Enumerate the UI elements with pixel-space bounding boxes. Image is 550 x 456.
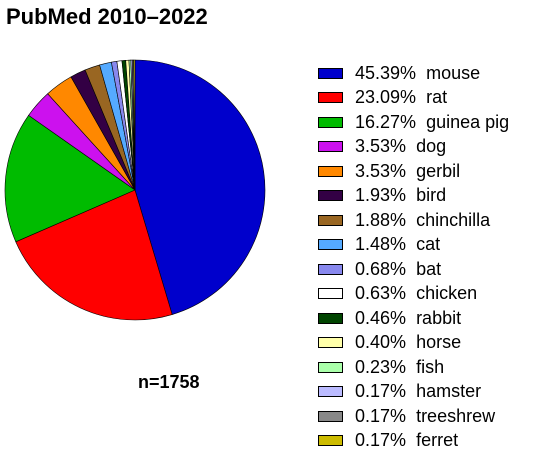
legend-item-ferret: 0.17% ferret	[318, 429, 509, 454]
chart-title: PubMed 2010–2022	[6, 4, 208, 29]
legend-item-fish: 0.23% fish	[318, 355, 509, 380]
legend-swatch	[318, 116, 343, 128]
legend-swatch	[318, 410, 343, 422]
legend-label: rat	[426, 87, 448, 108]
legend-item-hamster: 0.17% hamster	[318, 380, 509, 405]
legend-percent: 0.23%	[355, 356, 407, 377]
legend-swatch	[318, 141, 343, 153]
legend-label: chicken	[416, 283, 478, 304]
legend-swatch	[318, 190, 343, 202]
legend-swatch	[318, 239, 343, 251]
legend-item-chinchilla: 1.88% chinchilla	[318, 208, 509, 233]
legend-label: gerbil	[416, 160, 461, 181]
legend-swatch	[318, 263, 343, 275]
legend-percent: 45.39%	[355, 62, 417, 83]
legend-swatch	[318, 67, 343, 79]
legend-swatch	[318, 214, 343, 226]
pie-slice-ferret	[133, 59, 136, 191]
legend-label: hamster	[416, 381, 482, 402]
legend-percent: 0.63%	[355, 283, 407, 304]
legend-item-horse: 0.40% horse	[318, 331, 509, 356]
legend-item-bird: 1.93% bird	[318, 184, 509, 209]
legend-percent: 0.68%	[355, 258, 407, 279]
legend-label: bat	[416, 258, 442, 279]
legend-label: rabbit	[416, 307, 462, 328]
legend-item-guinea-pig: 16.27% guinea pig	[318, 110, 509, 135]
sample-size-annotation: n=1758	[138, 372, 200, 392]
legend-label: ferret	[416, 430, 459, 451]
legend-swatch	[318, 361, 343, 373]
pie-slice-mouse	[134, 59, 266, 315]
pie-chart	[4, 59, 266, 321]
legend-percent: 23.09%	[355, 87, 417, 108]
legend-item-gerbil: 3.53% gerbil	[318, 159, 509, 184]
legend-item-rabbit: 0.46% rabbit	[318, 306, 509, 331]
legend-swatch	[318, 165, 343, 177]
legend-percent: 3.53%	[355, 160, 407, 181]
legend-percent: 3.53%	[355, 136, 407, 157]
legend-swatch	[318, 312, 343, 324]
legend-label: fish	[416, 356, 445, 377]
legend-swatch	[318, 288, 343, 300]
legend-percent: 1.88%	[355, 209, 407, 230]
legend-item-chicken: 0.63% chicken	[318, 282, 509, 307]
legend-percent: 0.17%	[355, 405, 407, 426]
legend-percent: 1.93%	[355, 185, 407, 206]
legend: 45.39% mouse 23.09% rat 16.27% guinea pig 3…	[318, 61, 509, 453]
legend-percent: 0.17%	[355, 430, 407, 451]
legend-item-treeshrew: 0.17% treeshrew	[318, 404, 509, 429]
legend-swatch	[318, 435, 343, 447]
legend-swatch	[318, 337, 343, 349]
legend-item-rat: 23.09% rat	[318, 86, 509, 111]
legend-swatch	[318, 386, 343, 398]
legend-item-cat: 1.48% cat	[318, 233, 509, 258]
legend-label: cat	[416, 234, 441, 255]
pie-slices	[4, 59, 266, 321]
legend-percent: 0.40%	[355, 332, 407, 353]
legend-percent: 1.48%	[355, 234, 407, 255]
legend-label: guinea pig	[426, 111, 510, 132]
legend-label: dog	[416, 136, 447, 157]
legend-percent: 16.27%	[355, 111, 417, 132]
legend-label: chinchilla	[416, 209, 491, 230]
legend-item-dog: 3.53% dog	[318, 135, 509, 160]
legend-label: treeshrew	[416, 405, 496, 426]
legend-item-bat: 0.68% bat	[318, 257, 509, 282]
legend-percent: 0.46%	[355, 307, 407, 328]
legend-label: horse	[416, 332, 462, 353]
legend-percent: 0.17%	[355, 381, 407, 402]
pie-slice-rat	[15, 189, 173, 321]
legend-swatch	[318, 92, 343, 104]
pie-slice-guinea-pig	[4, 114, 136, 243]
legend-item-mouse: 45.39% mouse	[318, 61, 509, 86]
legend-label: bird	[416, 185, 447, 206]
legend-label: mouse	[426, 62, 481, 83]
